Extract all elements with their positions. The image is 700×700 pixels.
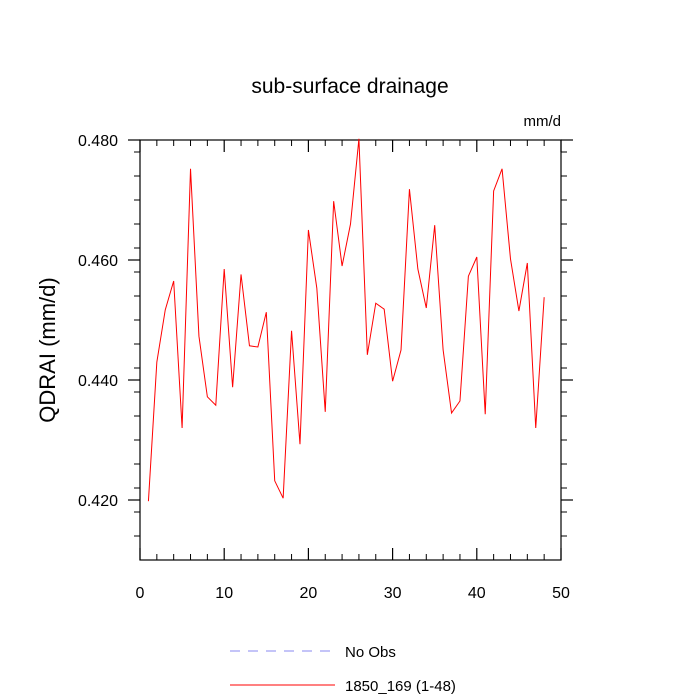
legend-label: 1850_169 (1-48) xyxy=(345,678,456,695)
y-tick-label: 0.440 xyxy=(78,373,118,390)
y-tick-label: 0.420 xyxy=(78,493,118,510)
plot-area: 0 10 20 30 40 50 0.420 0.440 0.460 0.480 xyxy=(78,133,573,602)
y-axis-label: QDRAI (mm/d) xyxy=(35,277,60,422)
y-tick-label: 0.480 xyxy=(78,133,118,150)
y-tick-label: 0.460 xyxy=(78,253,118,270)
x-tick-label: 30 xyxy=(384,585,402,602)
x-tick-label: 50 xyxy=(552,585,570,602)
chart-title: sub-surface drainage xyxy=(251,75,448,98)
x-tick-label: 20 xyxy=(300,585,318,602)
series-line xyxy=(147,138,545,502)
units-label: mm/d xyxy=(524,113,562,130)
legend-label: No Obs xyxy=(345,644,396,661)
x-tick-label: 0 xyxy=(136,585,145,602)
legend: No Obs 1850_169 (1-48) xyxy=(230,644,456,695)
x-tick-label: 10 xyxy=(215,585,233,602)
plot-frame xyxy=(139,139,562,561)
x-tick-label: 40 xyxy=(468,585,486,602)
